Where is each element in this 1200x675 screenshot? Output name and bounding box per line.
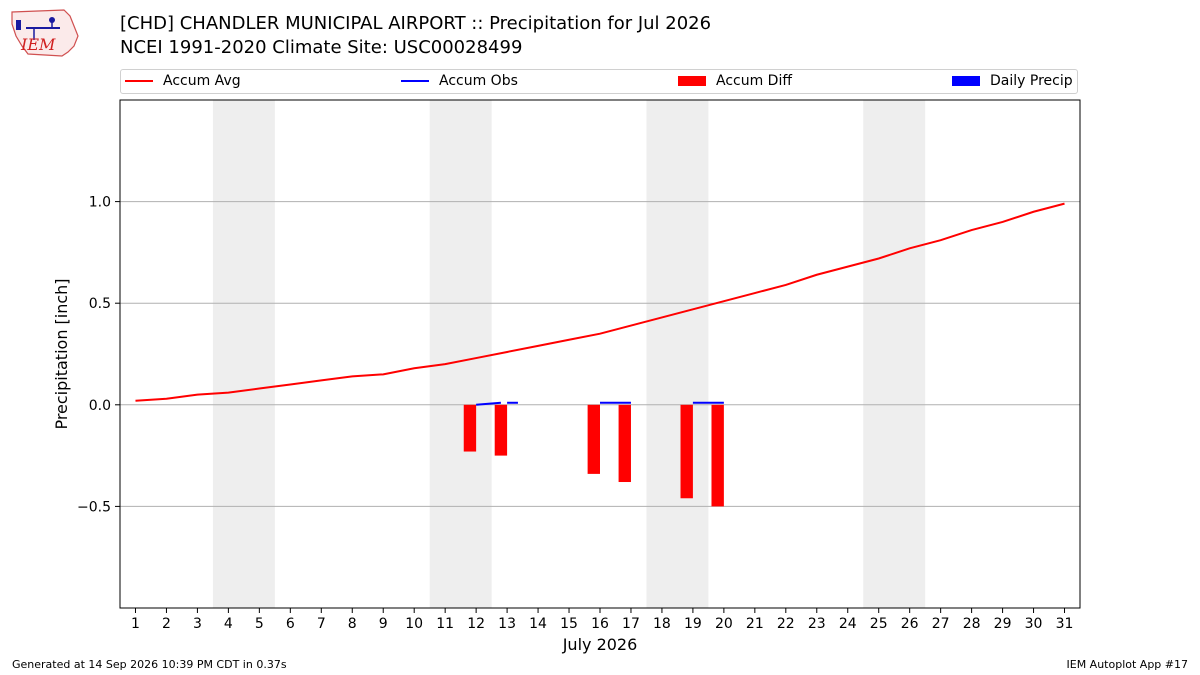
accum-diff-bar: [494, 404, 508, 456]
accum-obs-segment: [476, 401, 501, 406]
chart-title: [CHD] CHANDLER MUNICIPAL AIRPORT :: Prec…: [120, 13, 712, 34]
chart-subtitle: NCEI 1991-2020 Climate Site: USC00028499: [120, 37, 523, 58]
legend-label-daily-precip: Daily Precip: [990, 73, 1073, 89]
x-axis-label: July 2026: [562, 635, 638, 654]
y-axis-label: Precipitation [inch]: [52, 278, 71, 429]
legend-item-accum-avg: Accum Avg: [125, 73, 241, 89]
x-tick-label: 5: [255, 616, 264, 632]
weekend-band: [429, 100, 492, 608]
x-tick-label: 14: [529, 616, 547, 632]
legend-swatch-daily-precip: [952, 76, 980, 86]
x-tick-label: 9: [379, 616, 388, 632]
x-tick-label: 31: [1056, 616, 1074, 632]
x-tick-label: 28: [963, 616, 981, 632]
weekend-shading: [212, 100, 926, 608]
x-tick-label: 12: [467, 616, 485, 632]
y-tick-label: 0.0: [89, 398, 111, 414]
y-tick-label: −0.5: [77, 499, 111, 515]
legend-swatch-accum-diff: [678, 76, 706, 86]
x-tick-label: 22: [777, 616, 795, 632]
x-tick-label: 6: [286, 616, 295, 632]
app-label: IEM Autoplot App #17: [1066, 658, 1189, 671]
legend-item-accum-obs: Accum Obs: [401, 73, 518, 89]
x-tick-label: 4: [224, 616, 233, 632]
chart-legend: Accum Avg Accum Obs Accum Diff Daily Pre…: [120, 69, 1078, 94]
y-tick-label: 1.0: [89, 195, 111, 211]
accum-diff-bar: [587, 404, 600, 474]
accum-diff-bar: [711, 404, 724, 507]
x-tick-label: 3: [193, 616, 202, 632]
legend-label-accum-obs: Accum Obs: [439, 73, 518, 89]
logo-text: IEM: [20, 35, 56, 54]
weekend-band: [863, 100, 926, 608]
x-tick-label: 17: [622, 616, 640, 632]
x-tick-label: 18: [653, 616, 671, 632]
y-tick-label: 0.5: [89, 296, 111, 312]
x-tick-label: 13: [498, 616, 516, 632]
x-tick-label: 8: [348, 616, 357, 632]
x-tick-label: 29: [994, 616, 1012, 632]
x-tick-label: 7: [317, 616, 326, 632]
weekend-band: [646, 100, 709, 608]
x-tick-label: 23: [808, 616, 826, 632]
x-tick-label: 1: [131, 616, 140, 632]
accum-diff-bars: [463, 404, 724, 507]
accum-diff-bar: [680, 404, 693, 499]
generated-timestamp: Generated at 14 Sep 2026 10:39 PM CDT in…: [12, 658, 287, 671]
x-tick-label: 16: [591, 616, 609, 632]
legend-label-accum-diff: Accum Diff: [716, 73, 793, 89]
x-tick-label: 19: [684, 616, 702, 632]
x-tick-label: 10: [405, 616, 423, 632]
y-axis-ticks: −0.5 0.0 0.5 1.0: [77, 195, 120, 515]
accum-diff-bar: [463, 404, 477, 452]
x-axis-ticks: 1 2 3 4 5 6 7 8 9 10 11 12 13 14 15 16 17 18 19 20 21 22 23 24 2…: [131, 608, 1073, 632]
x-tick-label: 26: [901, 616, 919, 632]
x-tick-label: 27: [932, 616, 950, 632]
legend-swatch-accum-obs: [401, 80, 429, 82]
x-tick-label: 15: [560, 616, 578, 632]
legend-label-accum-avg: Accum Avg: [163, 73, 241, 89]
x-tick-label: 24: [839, 616, 857, 632]
series-lines: [135, 202, 1065, 406]
legend-swatch-accum-avg: [125, 80, 153, 82]
x-tick-label: 20: [715, 616, 733, 632]
legend-item-daily-precip: Daily Precip: [952, 73, 1073, 89]
weekend-band: [212, 100, 275, 608]
x-tick-label: 25: [870, 616, 888, 632]
x-tick-label: 30: [1025, 616, 1043, 632]
x-tick-label: 21: [746, 616, 764, 632]
iem-logo: IEM: [11, 9, 79, 57]
x-tick-label: 11: [436, 616, 454, 632]
x-tick-label: 2: [162, 616, 171, 632]
accum-diff-bar: [618, 404, 631, 483]
legend-item-accum-diff: Accum Diff: [678, 73, 792, 89]
accum-avg-line: [135, 202, 1065, 402]
